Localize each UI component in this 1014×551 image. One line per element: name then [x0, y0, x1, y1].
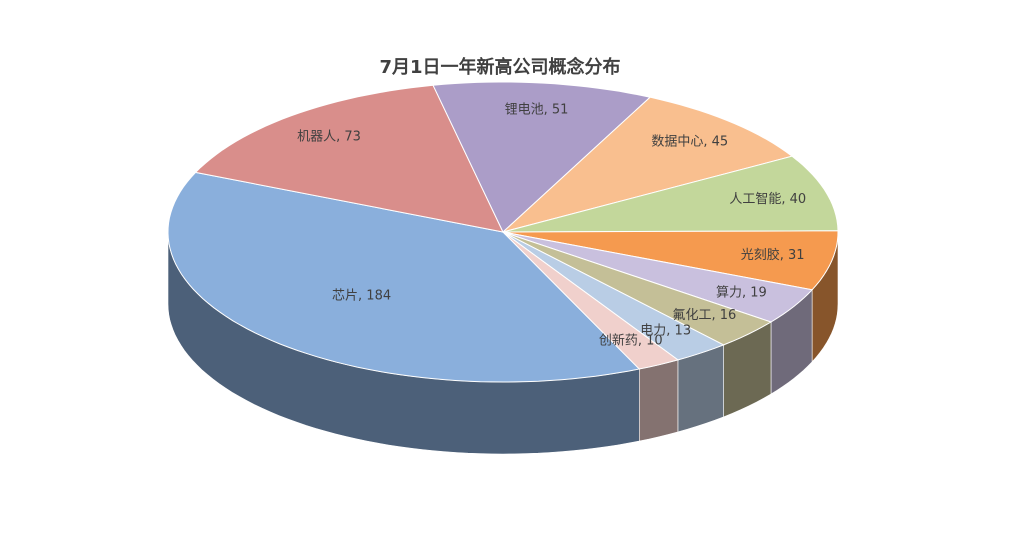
slice [502, 231, 680, 370]
slice [502, 230, 839, 291]
slice [194, 84, 504, 233]
slice [167, 171, 641, 383]
data-label: 光刻胶, 31 [741, 247, 805, 263]
slice [502, 155, 839, 233]
data-label: 机器人, 73 [297, 129, 361, 144]
data-label: 人工智能, 40 [729, 192, 806, 207]
slice [432, 81, 652, 233]
data-label: 算力, 19 [716, 286, 767, 301]
data-label: 氟化工, 16 [672, 308, 736, 323]
data-label: 数据中心, 45 [651, 134, 728, 149]
pie-sides [167, 231, 839, 455]
slice-side [639, 359, 679, 442]
data-label: 电力, 13 [640, 324, 691, 339]
data-label: 锂电池, 51 [505, 102, 569, 117]
slice [502, 231, 814, 323]
data-label: 芯片, 184 [332, 289, 391, 304]
data-label: 创新药, 10 [599, 332, 663, 348]
slice [502, 231, 773, 346]
slice [502, 231, 725, 361]
chart-title: 7月1日一年新高公司概念分布 [379, 56, 620, 78]
slice [502, 96, 794, 233]
